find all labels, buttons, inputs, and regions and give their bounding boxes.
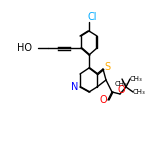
Text: CH₃: CH₃ [130,76,142,82]
Text: O: O [99,95,107,105]
Text: N: N [71,82,79,92]
Text: CH₃: CH₃ [115,81,127,87]
Text: CH₃: CH₃ [133,89,145,95]
Text: O: O [117,85,125,95]
Text: Cl: Cl [87,12,97,22]
Text: S: S [104,62,110,72]
Text: HO: HO [17,43,32,53]
